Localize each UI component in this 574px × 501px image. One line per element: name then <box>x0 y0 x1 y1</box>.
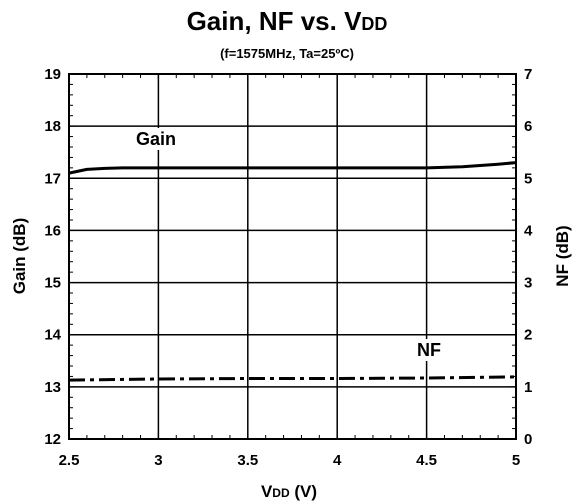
y-left-tick-label: 14 <box>44 327 61 344</box>
y-right-tick-label: 3 <box>524 275 532 292</box>
grid <box>69 74 516 439</box>
x-tick-label: 2.5 <box>59 452 80 469</box>
y-left-tick-label: 19 <box>44 66 61 83</box>
y-axis-label-left: Gain (dB) <box>10 218 29 295</box>
chart-title-subscript: DD <box>361 14 387 34</box>
x-axis-label-subscript: DD <box>272 486 290 500</box>
chart-title: Gain, NF vs. VDD <box>187 6 388 36</box>
y-left-tick-label: 15 <box>44 275 61 292</box>
x-tick-label: 3 <box>154 452 162 469</box>
nf-series-label-backdrop <box>414 339 444 361</box>
x-tick-label: 4 <box>333 452 342 469</box>
y-right-tick-label: 7 <box>524 66 532 83</box>
x-tick-label: 5 <box>512 452 520 469</box>
x-axis-label-main: V <box>261 482 273 501</box>
y-right-tick-label: 4 <box>524 222 533 239</box>
nf-series-label: NF <box>417 340 441 360</box>
y-left-tick-label: 18 <box>44 118 61 135</box>
nf-series-line <box>68 375 517 382</box>
y-axis-label-right: NF (dB) <box>553 225 572 286</box>
x-axis-label: VDD (V) <box>261 482 317 501</box>
chart-title-main: Gain, NF vs. V <box>187 6 362 36</box>
x-axis-label-unit: (V) <box>290 482 317 501</box>
x-tick-label: 4.5 <box>416 452 437 469</box>
gain-series-label: Gain <box>136 129 176 149</box>
y-right-tick-label: 5 <box>524 170 532 187</box>
y-left-tick-label: 12 <box>44 431 61 448</box>
y-right-tick-label: 1 <box>524 379 532 396</box>
y-left-tick-label: 13 <box>44 379 61 396</box>
gain-series-line <box>68 161 517 175</box>
gain-series-label-backdrop <box>133 128 180 150</box>
y-left-tick-label: 16 <box>44 222 61 239</box>
series-lines <box>68 161 517 382</box>
y-right-tick-label: 6 <box>524 118 532 135</box>
chart-subtitle: (f=1575MHz, Ta=25ºC) <box>220 46 354 61</box>
y-right-tick-label: 0 <box>524 431 532 448</box>
y-left-tick-label: 17 <box>44 170 61 187</box>
y-right-tick-label: 2 <box>524 327 532 344</box>
plot-frame <box>68 73 517 440</box>
x-tick-label: 3.5 <box>237 452 258 469</box>
